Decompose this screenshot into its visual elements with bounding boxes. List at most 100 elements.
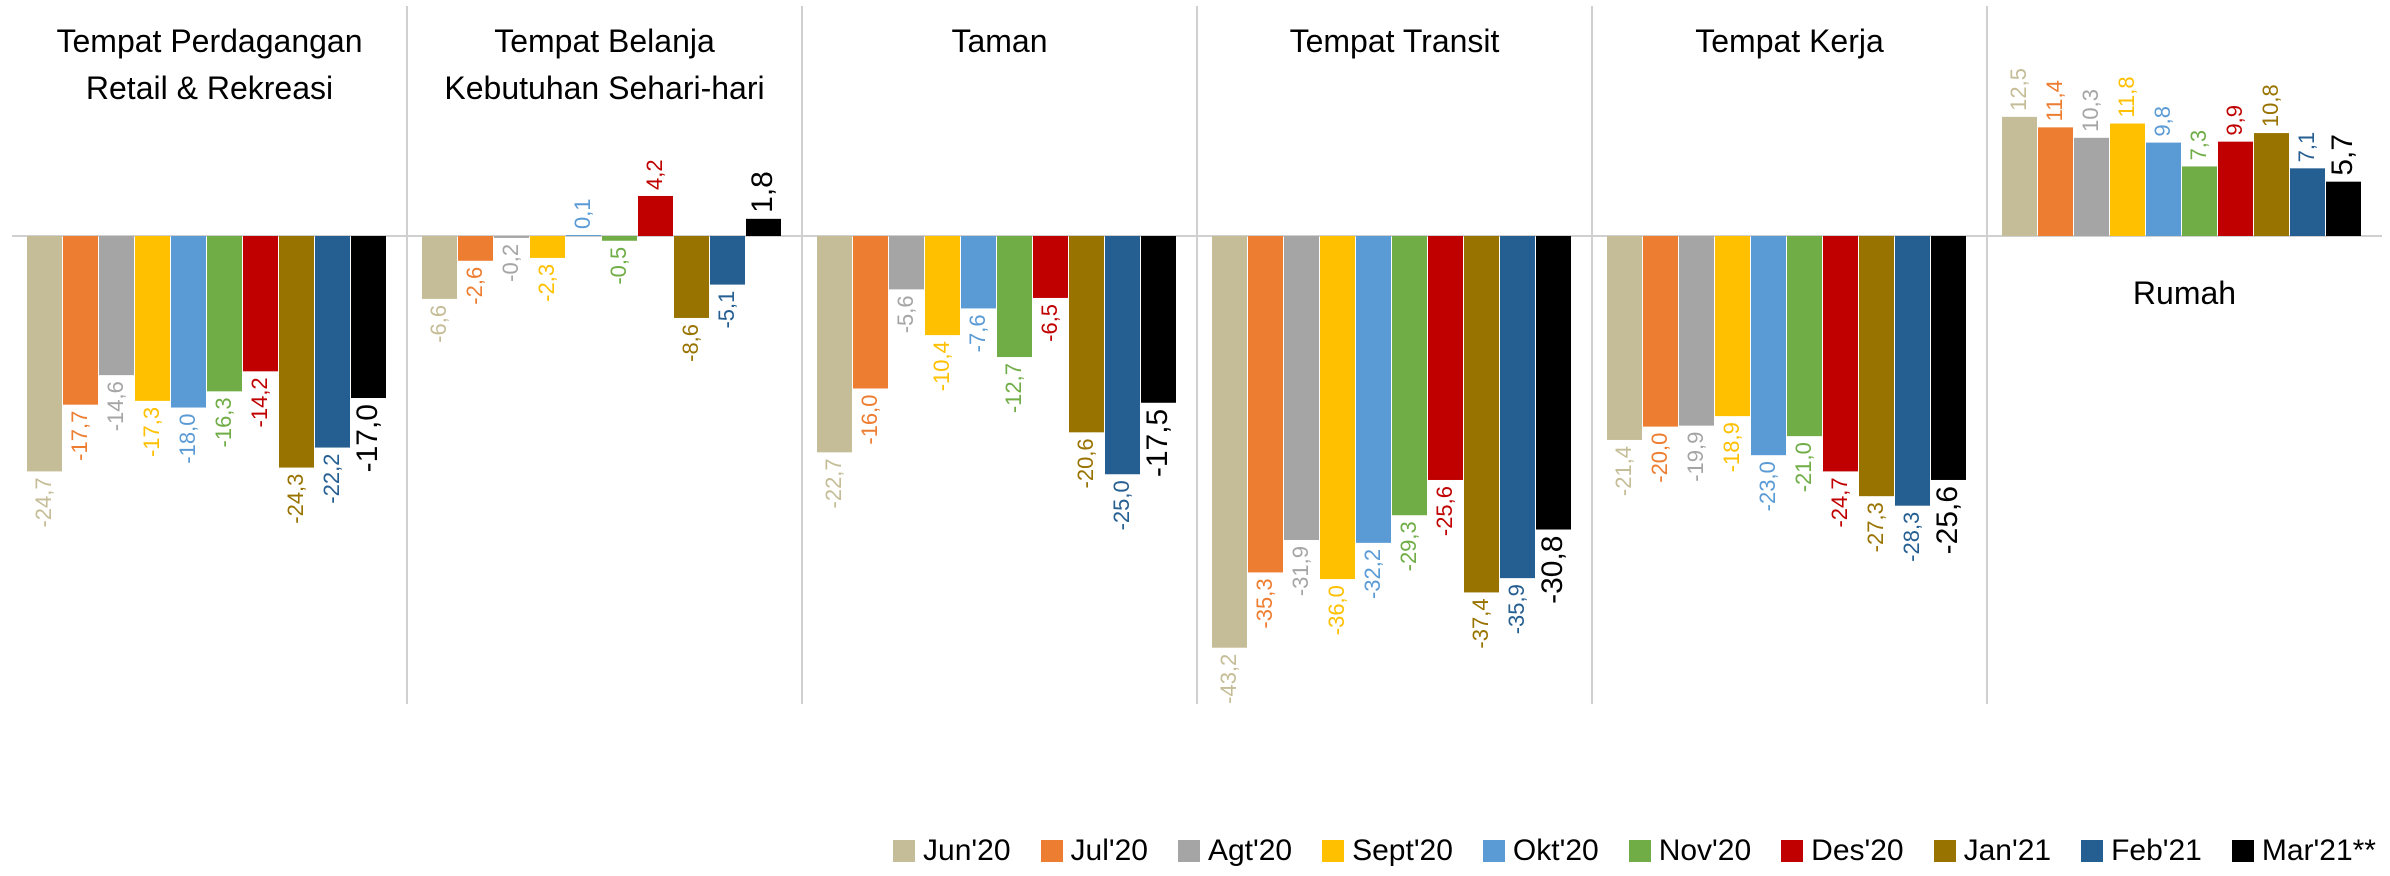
bar [63, 236, 98, 405]
value-label: -22,2 [319, 454, 344, 504]
value-label: -24,7 [31, 477, 56, 527]
panel-title: Tempat Perdagangan Retail & Rekreasi [56, 23, 363, 106]
bar [1356, 236, 1391, 543]
value-label: -23,0 [1755, 461, 1780, 511]
bar [1859, 236, 1894, 497]
bar [422, 236, 457, 299]
value-label: -27,3 [1863, 502, 1888, 552]
bar [1033, 236, 1068, 298]
value-label: -14,6 [103, 381, 128, 431]
legend-label: Nov'20 [1658, 834, 1752, 867]
value-label: -18,0 [175, 414, 200, 464]
bar [99, 236, 134, 376]
value-label: -7,6 [965, 314, 990, 352]
legend-swatch [893, 840, 916, 862]
value-label: -10,4 [929, 341, 954, 391]
bar [494, 236, 529, 238]
value-label: -6,5 [1037, 304, 1062, 342]
legend-label: Jan'21 [1963, 834, 2052, 867]
panel-title: Tempat Kerja [1695, 23, 1884, 59]
bar [602, 236, 637, 241]
value-label: 5,7 [2326, 134, 2359, 176]
panel-title: Tempat Transit [1289, 23, 1500, 59]
value-label: -19,9 [1683, 432, 1708, 482]
value-label: 9,8 [2150, 106, 2175, 137]
value-label: 0,1 [570, 198, 595, 229]
value-label: -0,2 [498, 244, 523, 282]
bar [1715, 236, 1750, 417]
value-label: -14,2 [247, 377, 272, 427]
legend-item: Jul'20 [1040, 834, 1148, 868]
bar [530, 236, 565, 258]
legend-swatch [1482, 840, 1505, 862]
value-label: -37,4 [1468, 598, 1493, 648]
value-label: -35,3 [1252, 578, 1277, 628]
bar [674, 236, 709, 318]
bar [2290, 168, 2325, 236]
legend-item: Agt'20 [1177, 834, 1292, 868]
bar [171, 236, 206, 408]
value-label: -21,0 [1791, 442, 1816, 492]
value-label: -18,9 [1719, 422, 1744, 472]
bar [566, 235, 601, 236]
bar [925, 236, 960, 336]
value-label: -2,3 [534, 264, 559, 302]
bar [889, 236, 924, 290]
value-label: 11,4 [2042, 80, 2067, 121]
value-label: 7,1 [2294, 132, 2319, 163]
legend-swatch [1628, 840, 1651, 862]
panel-title: Tempat Belanja Kebutuhan Sehari-hari [444, 23, 765, 106]
value-label: -8,6 [678, 324, 703, 362]
legend-swatch [2081, 840, 2104, 862]
bar [351, 236, 386, 399]
bar [1607, 236, 1642, 440]
value-label: 12,5 [2006, 68, 2031, 111]
bar [1141, 236, 1176, 403]
bar [279, 236, 314, 468]
bar [2074, 137, 2109, 236]
value-label: -25,0 [1109, 480, 1134, 530]
legend-label: Sept'20 [1352, 834, 1453, 867]
bar [1320, 236, 1355, 580]
bar [1500, 236, 1535, 579]
legend-item: Jun'20 [893, 834, 1011, 868]
bar [135, 236, 170, 401]
bar [27, 236, 62, 472]
legend-label: Mar'21** [2261, 834, 2376, 867]
panel-title: Rumah [2132, 275, 2237, 311]
legend-swatch [2231, 840, 2254, 862]
bar [961, 236, 996, 309]
value-label: 4,2 [642, 159, 667, 190]
bar [746, 218, 781, 236]
bar [1536, 236, 1571, 530]
bar [1679, 236, 1714, 426]
legend-item: Jan'21 [1933, 834, 2052, 868]
bar [2146, 142, 2181, 236]
bar [315, 236, 350, 448]
legend-swatch [1933, 840, 1956, 862]
value-label: -6,6 [426, 305, 451, 343]
value-label: -28,3 [1899, 512, 1924, 562]
value-label: -24,7 [1827, 477, 1852, 527]
bar [1212, 236, 1247, 648]
legend-label: Des'20 [1811, 834, 1904, 867]
bar [1105, 236, 1140, 475]
bar [2110, 123, 2145, 236]
bar [1751, 236, 1786, 456]
value-label: -20,0 [1647, 433, 1672, 483]
bar [2254, 133, 2289, 236]
value-label: -35,9 [1504, 584, 1529, 634]
bar [2182, 166, 2217, 236]
legend-label: Okt'20 [1512, 834, 1599, 867]
legend-item: Feb'21 [2081, 834, 2202, 868]
bar [1392, 236, 1427, 516]
bar [1069, 236, 1104, 433]
value-label: -30,8 [1536, 536, 1569, 604]
value-label: 10,3 [2078, 89, 2103, 132]
value-label: -16,3 [211, 397, 236, 447]
value-label: -16,0 [857, 394, 882, 444]
value-label: -36,0 [1324, 585, 1349, 635]
legend-swatch [1040, 840, 1063, 862]
bar [1248, 236, 1283, 573]
